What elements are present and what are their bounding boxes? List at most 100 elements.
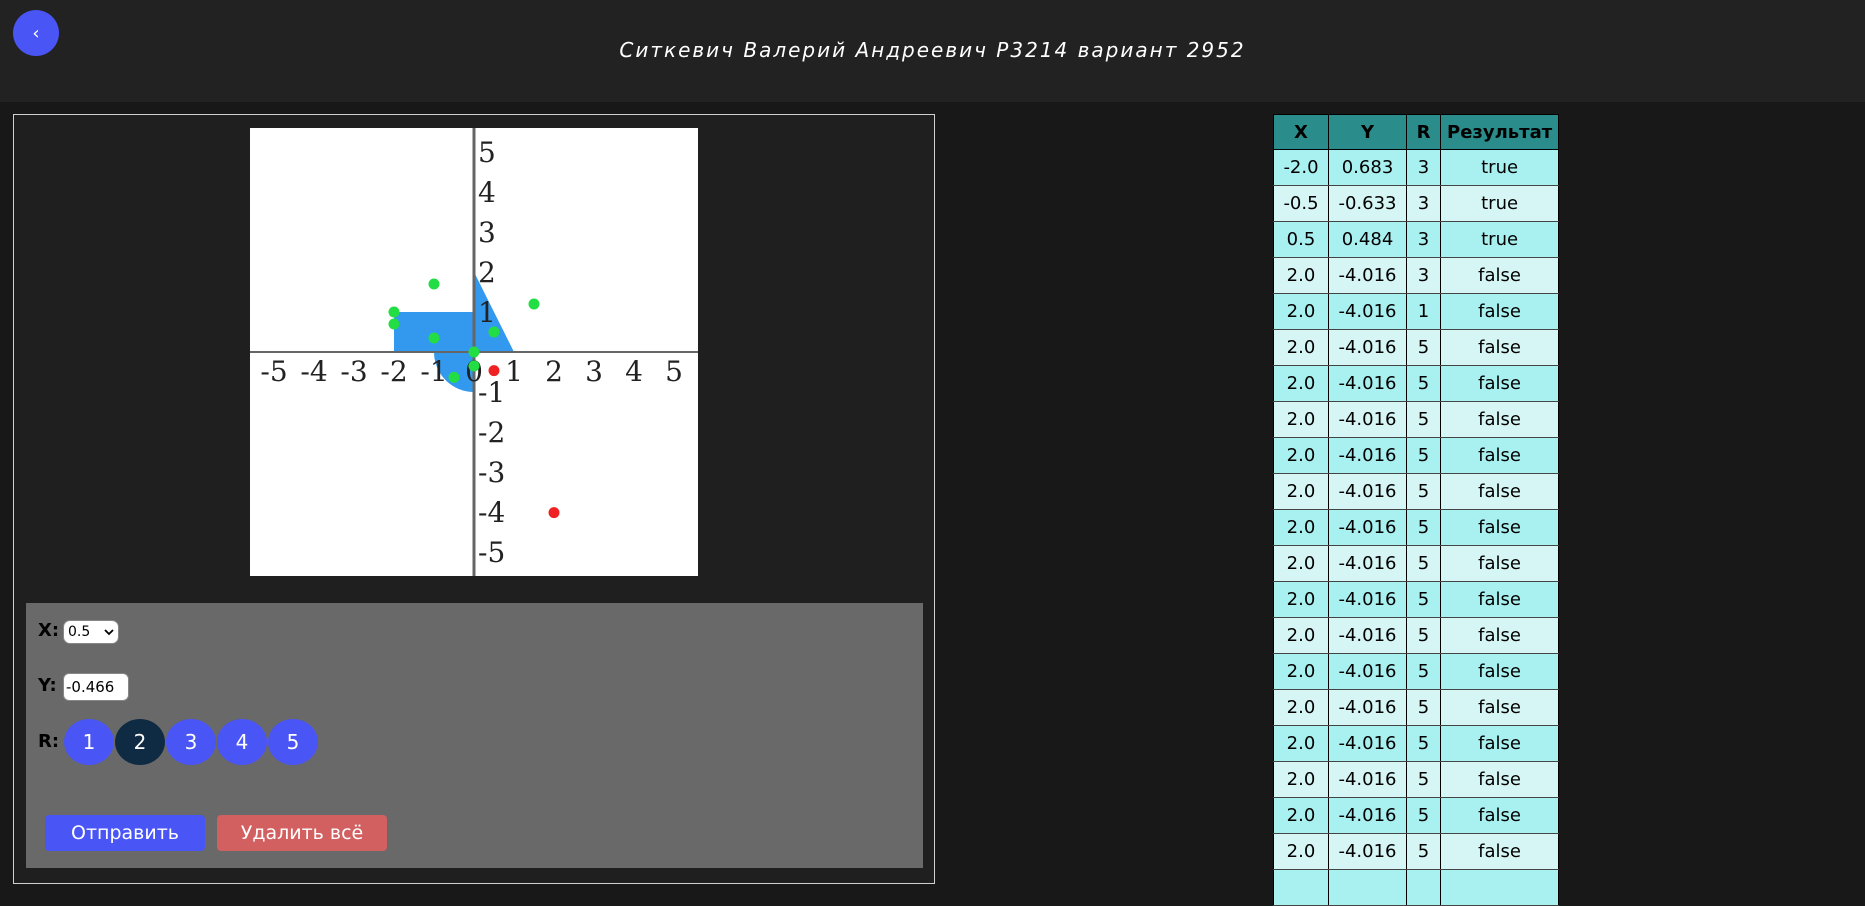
header-x: X — [1273, 114, 1329, 150]
cell-result: false — [1439, 797, 1560, 834]
cell-result: false — [1439, 653, 1560, 690]
cell-r: 1 — [1406, 293, 1441, 330]
cell-y: -4.016 — [1328, 257, 1407, 294]
table-row: 2.0 -4.016 5 false — [1273, 617, 1560, 654]
table-row: 2.0 -4.016 5 false — [1273, 581, 1560, 618]
cell-y: 0.484 — [1328, 221, 1407, 258]
cell-result: false — [1439, 293, 1560, 330]
table-header-row: X Y R Результат — [1273, 114, 1560, 150]
r-button-5[interactable]: 5 — [268, 719, 318, 765]
cell-result: false — [1439, 581, 1560, 618]
cell-y: -4.016 — [1328, 581, 1407, 618]
input-form: X: 0.5 Y: -0.466 R: 1 2 3 4 5 Отправить … — [26, 603, 923, 868]
cell-r: 5 — [1406, 545, 1441, 582]
x-select-value: 0.5 — [68, 624, 91, 640]
hit-point — [448, 371, 460, 383]
cell-result: false — [1439, 689, 1560, 726]
cell-y: -4.016 — [1328, 761, 1407, 798]
hit-point — [528, 298, 540, 310]
cell-x: 2.0 — [1273, 401, 1329, 438]
cell-y: -4.016 — [1328, 437, 1407, 474]
coordinate-graph[interactable]: -5-4-3-2-101234554321-1-2-3-4-5 — [250, 128, 698, 576]
header: ‹ Ситкевич Валерий Андреевич P3214 вариа… — [0, 0, 1865, 102]
cell-result: false — [1439, 257, 1560, 294]
cell-y: -4.016 — [1328, 473, 1407, 510]
cell-x — [1273, 869, 1329, 906]
page-title: Ситкевич Валерий Андреевич P3214 вариант… — [619, 38, 1246, 62]
header-result: Результат — [1439, 114, 1560, 150]
table-row: 2.0 -4.016 5 false — [1273, 329, 1560, 366]
clear-all-button[interactable]: Удалить всё — [217, 815, 387, 851]
table-row: 2.0 -4.016 5 false — [1273, 473, 1560, 510]
table-row: 2.0 -4.016 5 false — [1273, 653, 1560, 690]
y-tick-label: 2 — [478, 256, 496, 289]
x-tick-label: -1 — [420, 355, 447, 388]
miss-point — [548, 507, 560, 519]
table-row: 2.0 -4.016 5 false — [1273, 509, 1560, 546]
y-tick-label: -1 — [478, 376, 505, 409]
back-button[interactable]: ‹ — [13, 10, 59, 56]
hit-point — [468, 346, 480, 358]
cell-r: 5 — [1406, 473, 1441, 510]
y-tick-label: -4 — [478, 496, 505, 529]
cell-y: -4.016 — [1328, 653, 1407, 690]
cell-r: 5 — [1406, 797, 1441, 834]
y-input[interactable]: -0.466 — [63, 673, 129, 701]
cell-y: -4.016 — [1328, 617, 1407, 654]
hit-point — [488, 326, 500, 338]
cell-y: -4.016 — [1328, 365, 1407, 402]
table-row: 0.5 0.484 3 true — [1273, 221, 1560, 258]
cell-x: 2.0 — [1273, 365, 1329, 402]
r-button-3[interactable]: 3 — [166, 719, 216, 765]
cell-result: false — [1439, 545, 1560, 582]
cell-x: 2.0 — [1273, 293, 1329, 330]
x-tick-label: -2 — [380, 355, 407, 388]
miss-point — [488, 365, 500, 377]
table-row: 2.0 -4.016 5 false — [1273, 833, 1560, 870]
cell-x: 2.0 — [1273, 689, 1329, 726]
cell-result: true — [1439, 185, 1560, 222]
cell-x: 2.0 — [1273, 797, 1329, 834]
r-button-4[interactable]: 4 — [217, 719, 267, 765]
graph-canvas[interactable]: -5-4-3-2-101234554321-1-2-3-4-5 — [250, 128, 698, 576]
r-button-1[interactable]: 1 — [64, 719, 114, 765]
hit-point — [388, 306, 400, 318]
x-select[interactable]: 0.5 — [63, 620, 119, 644]
cell-r: 3 — [1406, 185, 1441, 222]
y-label: Y: — [38, 675, 57, 696]
x-tick-label: -5 — [260, 355, 287, 388]
x-label: X: — [38, 620, 60, 641]
r-button-2[interactable]: 2 — [115, 719, 165, 765]
cell-x: 2.0 — [1273, 761, 1329, 798]
send-button[interactable]: Отправить — [45, 815, 205, 851]
table-row: 2.0 -4.016 5 false — [1273, 401, 1560, 438]
cell-r: 3 — [1406, 257, 1441, 294]
y-tick-label: 3 — [478, 216, 496, 249]
cell-x: 2.0 — [1273, 581, 1329, 618]
cell-x: 0.5 — [1273, 221, 1329, 258]
table-row: 2.0 -4.016 3 false — [1273, 257, 1560, 294]
y-tick-label: 5 — [478, 136, 496, 169]
cell-r: 5 — [1406, 617, 1441, 654]
table-row: 2.0 -4.016 5 false — [1273, 797, 1560, 834]
cell-y: -4.016 — [1328, 833, 1407, 870]
cell-x: 2.0 — [1273, 653, 1329, 690]
table-row — [1273, 869, 1560, 906]
cell-r: 5 — [1406, 653, 1441, 690]
x-tick-label: 1 — [505, 355, 523, 388]
cell-x: 2.0 — [1273, 545, 1329, 582]
y-tick-label: -2 — [478, 416, 505, 449]
y-tick-label: -3 — [478, 456, 505, 489]
cell-r: 5 — [1406, 509, 1441, 546]
chevron-down-icon — [104, 629, 114, 636]
cell-r: 3 — [1406, 221, 1441, 258]
table-row: 2.0 -4.016 1 false — [1273, 293, 1560, 330]
cell-y: -4.016 — [1328, 545, 1407, 582]
hit-point — [468, 360, 480, 372]
cell-result — [1439, 869, 1560, 906]
cell-r: 5 — [1406, 725, 1441, 762]
cell-x: -0.5 — [1273, 185, 1329, 222]
cell-r: 5 — [1406, 581, 1441, 618]
cell-r: 5 — [1406, 833, 1441, 870]
cell-r: 5 — [1406, 365, 1441, 402]
